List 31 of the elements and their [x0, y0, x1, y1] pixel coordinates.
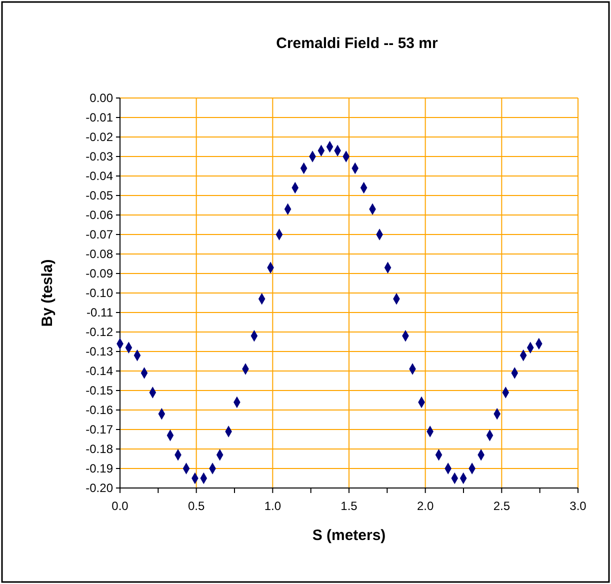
- y-tick-label: -0.07: [86, 228, 114, 242]
- x-tick-label: 0.5: [188, 499, 205, 513]
- y-tick-label: -0.01: [86, 110, 114, 125]
- x-tick-label: 1.0: [264, 499, 282, 513]
- y-tick-label: -0.08: [86, 247, 114, 262]
- x-axis-title: S (meters): [312, 527, 386, 544]
- y-tick-label: -0.17: [86, 422, 114, 437]
- y-tick-label: -0.10: [86, 286, 114, 300]
- y-tick-label: -0.11: [86, 306, 114, 320]
- y-tick-label: -0.14: [86, 364, 114, 378]
- y-axis-title: By (tesla): [39, 259, 56, 327]
- y-tick-label: -0.09: [86, 266, 114, 281]
- y-tick-label: -0.06: [86, 208, 114, 222]
- y-tick-label: -0.12: [86, 325, 114, 340]
- x-tick-label: 2.0: [416, 499, 434, 513]
- y-tick-label: -0.03: [86, 150, 114, 164]
- y-tick-label: -0.16: [86, 403, 114, 418]
- x-tick-label: 0.0: [112, 499, 129, 513]
- y-tick-label: -0.05: [86, 188, 114, 203]
- y-tick-label: 0.00: [90, 91, 114, 106]
- x-tick-label: 3.0: [570, 499, 587, 513]
- y-tick-label: -0.20: [86, 481, 114, 496]
- x-tick-label: 2.5: [493, 499, 510, 513]
- y-tick-label: -0.18: [86, 442, 114, 456]
- y-tick-label: -0.04: [86, 169, 114, 184]
- y-tick-label: -0.13: [86, 344, 114, 359]
- y-tick-label: -0.19: [86, 462, 114, 476]
- chart-title: Cremaldi Field -- 53 mr: [276, 35, 438, 52]
- x-tick-label: 1.5: [340, 499, 358, 513]
- y-tick-label: -0.02: [86, 130, 114, 144]
- y-tick-label: -0.15: [86, 384, 114, 398]
